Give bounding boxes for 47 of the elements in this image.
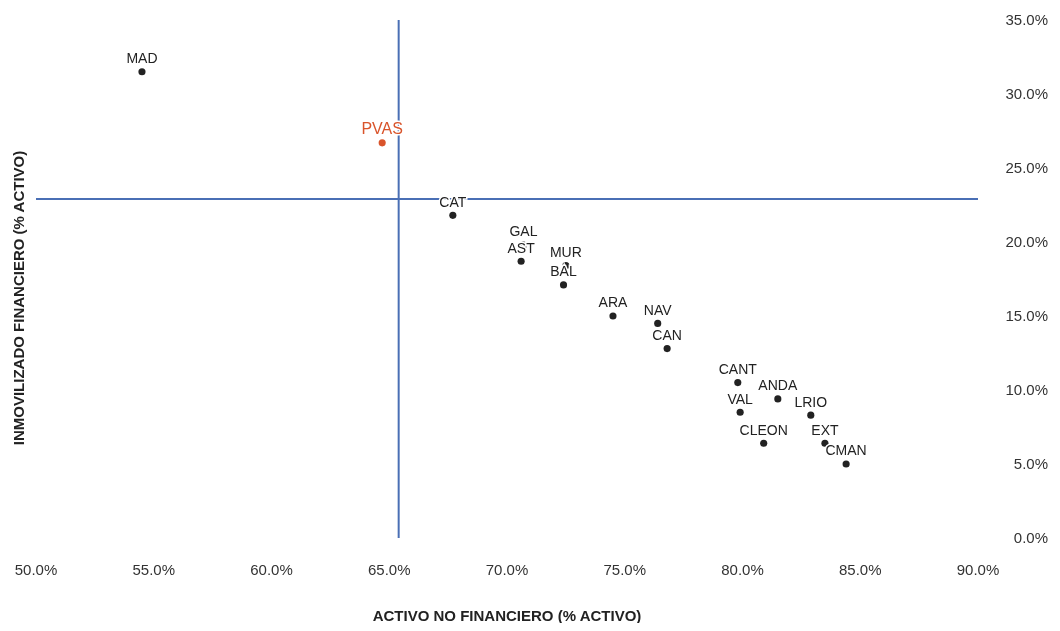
data-label: BAL — [550, 263, 577, 280]
point — [807, 411, 815, 419]
data-label: CAN — [652, 326, 682, 343]
x-tick-label: 85.0% — [838, 560, 882, 578]
y-tick-label: 35.0% — [1005, 11, 1048, 29]
data-label: MUR — [549, 244, 582, 261]
data-label: CMAN — [825, 442, 867, 459]
point — [138, 68, 146, 76]
point — [449, 211, 457, 219]
x-tick-label: 80.0% — [721, 560, 764, 578]
y-tick-label: 30.0% — [1005, 85, 1048, 103]
x-tick-label: 70.0% — [485, 560, 529, 578]
data-label: LRIO — [794, 393, 828, 410]
data-label: CANT — [718, 361, 758, 378]
point — [663, 345, 671, 353]
point — [517, 257, 525, 265]
point — [559, 281, 568, 289]
point — [760, 439, 768, 447]
y-tick-label: 5.0% — [1013, 455, 1048, 473]
data-label: EXT — [811, 421, 839, 438]
data-label: GAL — [509, 223, 538, 240]
point — [774, 395, 782, 403]
y-tick-label: 25.0% — [1005, 159, 1048, 177]
x-tick-label: 50.0% — [14, 560, 58, 578]
x-tick-label: 60.0% — [250, 560, 293, 578]
x-tick-label: 75.0% — [603, 560, 647, 578]
point — [609, 312, 617, 320]
x-tick-label: 65.0% — [367, 560, 411, 578]
y-tick-label: 15.0% — [1005, 307, 1048, 325]
data-label: ANDA — [758, 377, 798, 394]
data-label: MAD — [126, 50, 158, 67]
point — [842, 460, 850, 468]
data-label: ARA — [598, 294, 629, 311]
data-label: VAL — [727, 390, 754, 407]
point — [378, 139, 386, 147]
point — [734, 379, 742, 387]
y-tick-label: 10.0% — [1005, 381, 1048, 399]
x-tick-label: 90.0% — [956, 560, 1000, 578]
point — [654, 319, 662, 327]
data-label: CLEON — [739, 421, 788, 438]
point — [736, 408, 744, 416]
x-tick-label: 55.0% — [132, 560, 176, 578]
data-label: NAV — [643, 301, 673, 318]
y-axis-title: INMOVILIZADO FINANCIERO (% ACTIVO) — [9, 150, 27, 446]
y-tick-label: 20.0% — [1005, 233, 1048, 251]
data-label: AST — [507, 239, 536, 256]
y-tick-label: 0.0% — [1013, 529, 1048, 547]
